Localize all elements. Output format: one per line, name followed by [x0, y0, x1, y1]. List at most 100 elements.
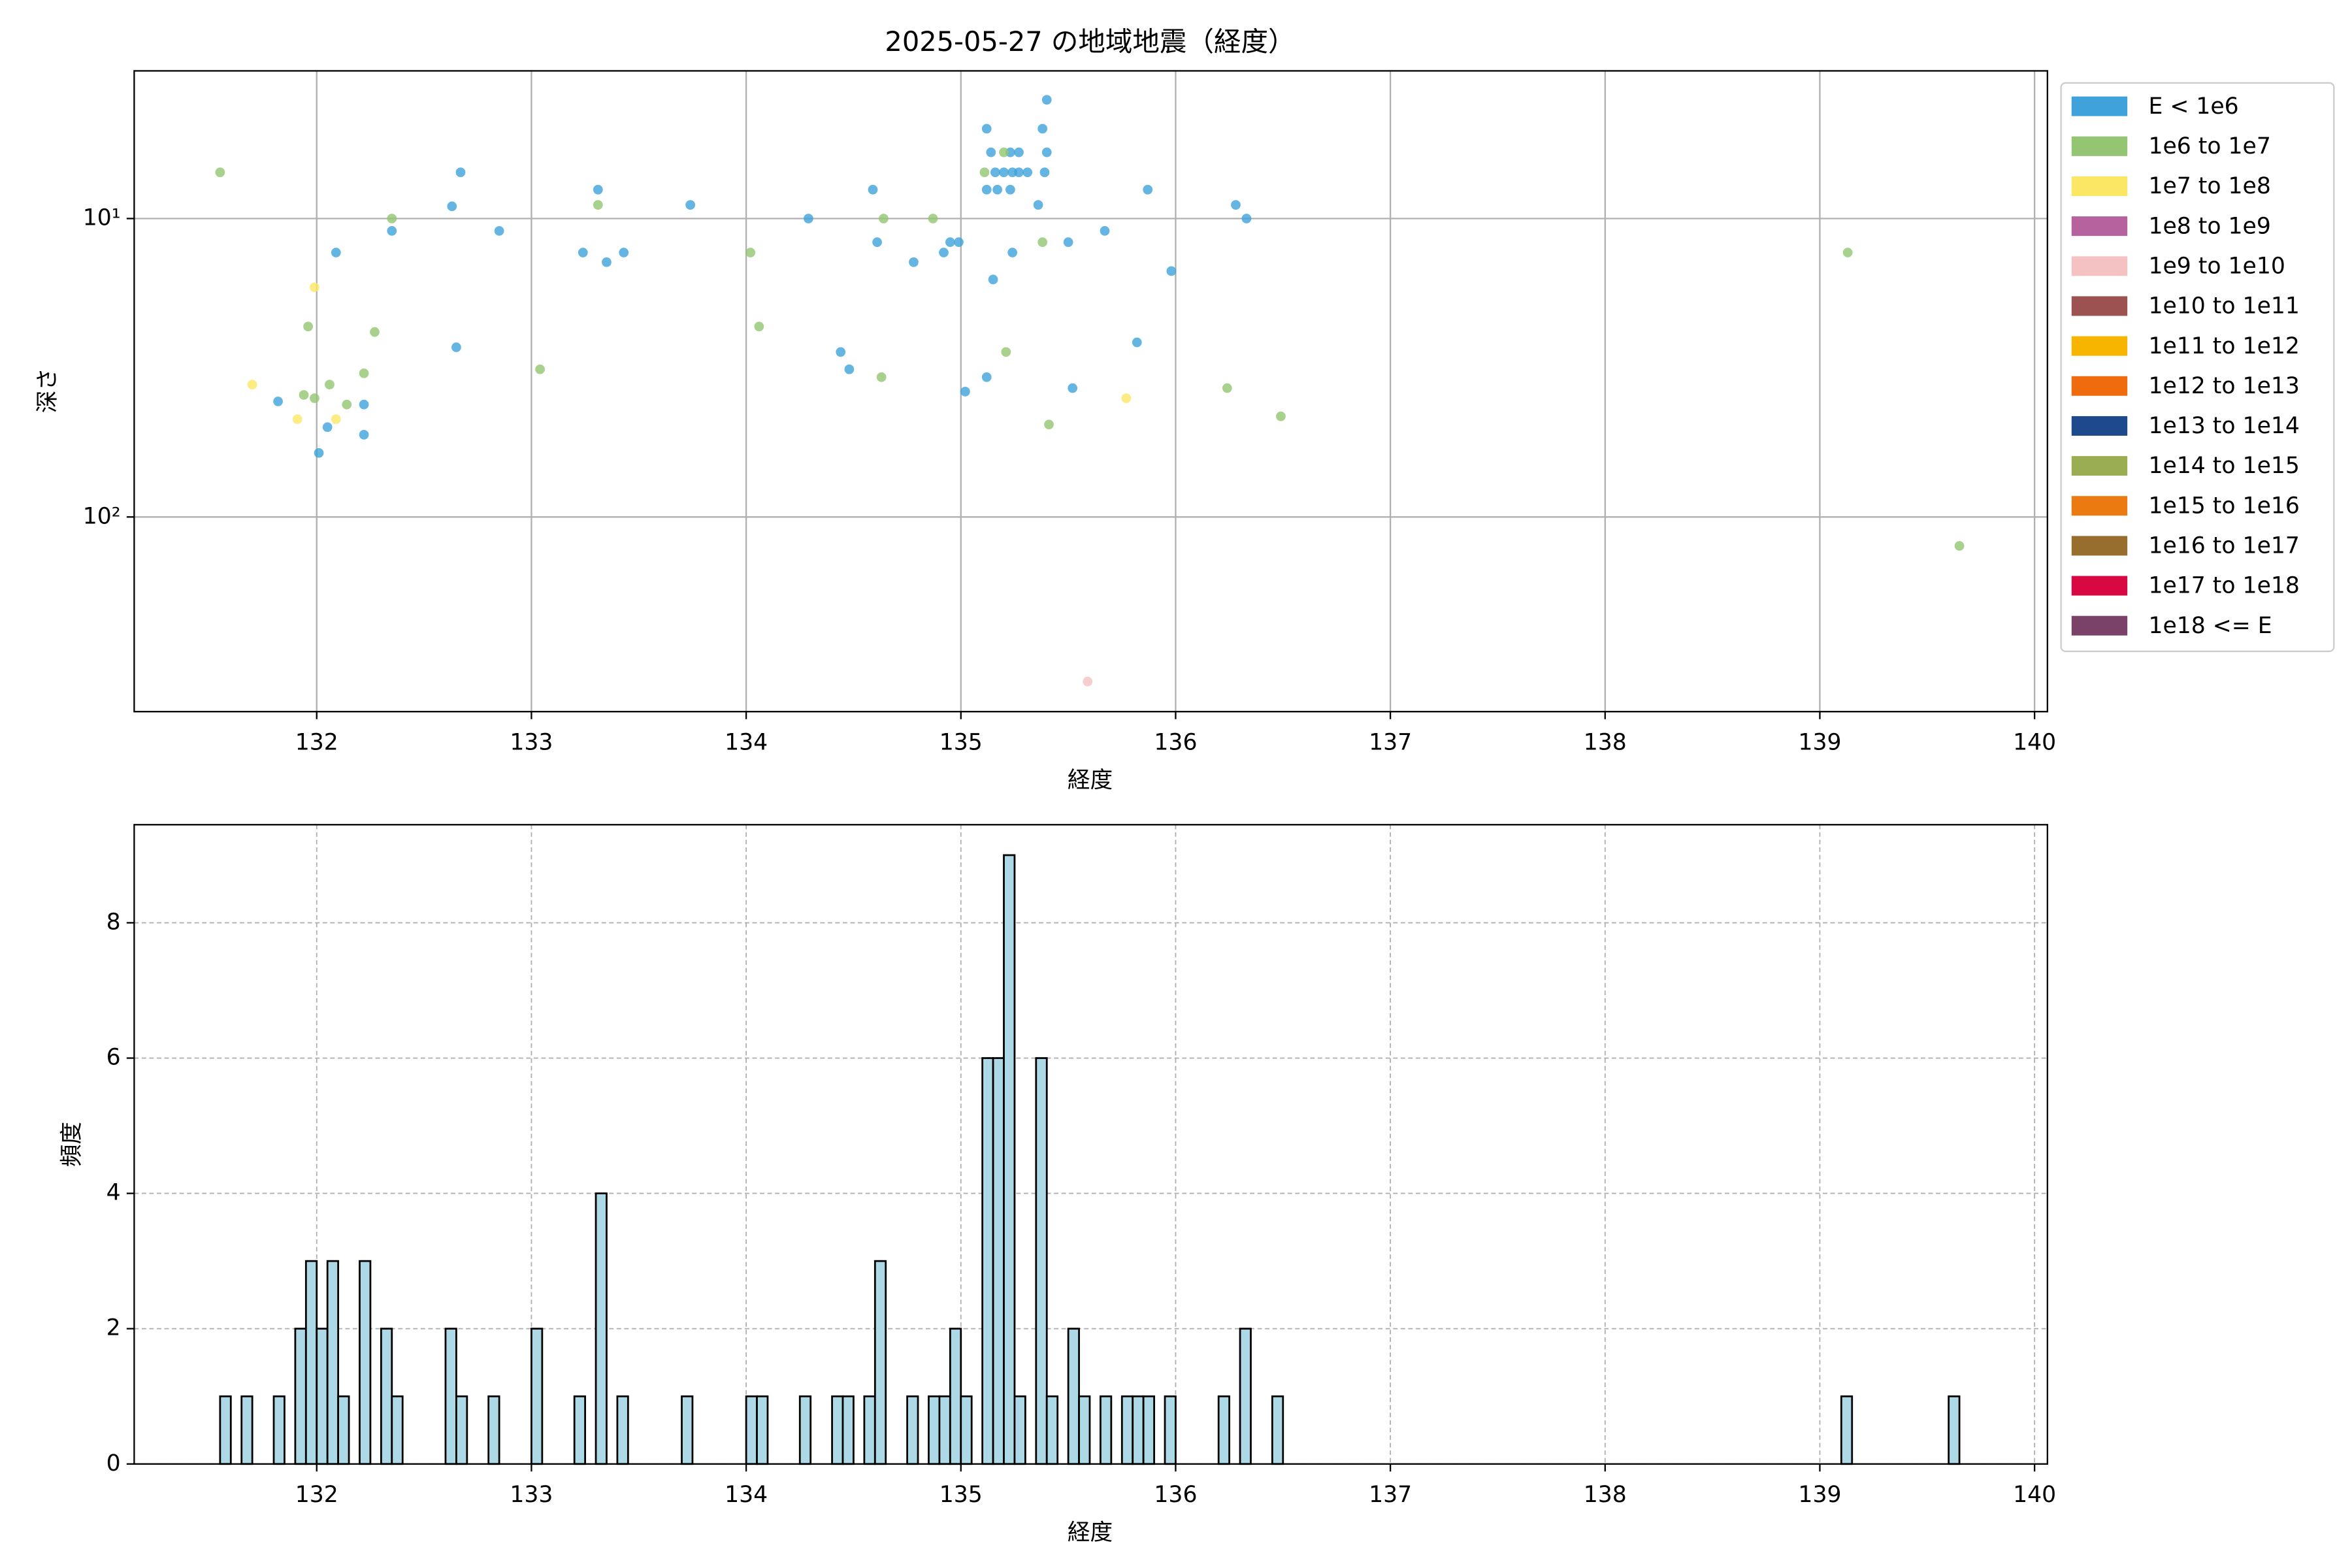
point — [387, 226, 397, 236]
point — [992, 184, 1003, 195]
legend-swatch — [2071, 376, 2128, 396]
bar — [681, 1395, 694, 1465]
x-tick-label: 140 — [2013, 1482, 2056, 1508]
point — [1241, 214, 1252, 223]
legend-label: 1e17 to 1e18 — [2148, 573, 2299, 599]
bar — [1239, 1328, 1252, 1465]
point — [928, 214, 938, 223]
plot-frame — [133, 824, 2048, 1465]
bar — [745, 1395, 758, 1465]
point — [1044, 419, 1054, 430]
x-tick-label: 139 — [1798, 730, 1841, 756]
x-tick-label: 137 — [1369, 1482, 1412, 1508]
bar — [906, 1395, 919, 1465]
bar — [863, 1395, 876, 1465]
x-tick-label: 134 — [725, 730, 768, 756]
point — [939, 248, 949, 257]
point — [1222, 383, 1232, 393]
point — [535, 364, 545, 374]
y-tick-label: 6 — [106, 1045, 121, 1071]
bar — [1132, 1395, 1145, 1465]
point — [945, 237, 955, 248]
point — [1842, 248, 1853, 257]
bar — [1271, 1395, 1284, 1465]
x-tick-label: 134 — [725, 1482, 768, 1508]
y-tick-label: 0 — [106, 1450, 121, 1477]
x-tick-label: 135 — [939, 730, 983, 756]
bar — [326, 1260, 340, 1465]
point — [215, 167, 225, 178]
legend-label: 1e7 to 1e8 — [2148, 173, 2270, 199]
point — [981, 372, 992, 382]
point — [310, 393, 319, 403]
y-tick-label: 10² — [83, 503, 121, 529]
bar — [531, 1328, 544, 1465]
bar — [1013, 1395, 1026, 1465]
legend-label: E < 1e6 — [2148, 93, 2238, 120]
point — [494, 226, 504, 236]
legend-swatch — [2071, 456, 2128, 476]
point — [879, 214, 889, 223]
point — [954, 237, 964, 248]
point — [988, 274, 998, 285]
x-tick-label: 138 — [1584, 1482, 1627, 1508]
y-tick-label: 10¹ — [83, 205, 121, 231]
bar — [219, 1395, 232, 1465]
bar — [960, 1395, 973, 1465]
bar — [1948, 1395, 1961, 1465]
point — [1063, 237, 1073, 248]
y-tick-label: 4 — [106, 1180, 121, 1206]
point — [299, 390, 309, 400]
bar — [573, 1395, 586, 1465]
point — [999, 147, 1009, 157]
point — [447, 201, 457, 212]
point — [999, 167, 1009, 178]
legend-label: 1e16 to 1e17 — [2148, 533, 2299, 559]
legend-swatch — [2071, 216, 2128, 237]
bar — [337, 1395, 350, 1465]
point — [981, 184, 992, 195]
y-axis-label: 頻度 — [59, 1122, 85, 1167]
point — [359, 368, 369, 378]
legend-swatch — [2071, 176, 2128, 196]
point — [331, 248, 341, 257]
point — [1121, 393, 1132, 403]
point — [359, 399, 369, 410]
point — [754, 321, 764, 332]
bar — [487, 1395, 500, 1465]
point — [745, 248, 756, 257]
point — [1022, 167, 1033, 178]
bar — [756, 1395, 769, 1465]
bar — [294, 1328, 307, 1465]
point — [1954, 541, 1965, 551]
bar — [359, 1260, 372, 1465]
bar — [316, 1328, 329, 1465]
x-axis-label: 経度 — [1068, 1520, 1113, 1546]
point — [685, 200, 696, 210]
point — [1037, 123, 1048, 134]
point — [1007, 248, 1018, 257]
legend-label: 1e11 to 1e12 — [2148, 333, 2299, 359]
x-tick-label: 136 — [1154, 730, 1197, 756]
legend-label: 1e6 to 1e7 — [2148, 133, 2270, 159]
point — [1014, 147, 1024, 157]
bar — [240, 1395, 253, 1465]
bar — [928, 1395, 941, 1465]
bar — [1100, 1395, 1113, 1465]
bar — [391, 1395, 404, 1465]
bar — [1164, 1395, 1177, 1465]
x-tick-label: 133 — [510, 730, 553, 756]
bar — [1840, 1395, 1854, 1465]
bar — [616, 1395, 629, 1465]
legend-swatch — [2071, 136, 2128, 156]
legend-box — [2060, 82, 2335, 653]
legend-swatch — [2071, 615, 2128, 636]
point — [1041, 147, 1052, 157]
legend-swatch — [2071, 496, 2128, 516]
point — [602, 257, 612, 267]
x-tick-label: 139 — [1798, 1482, 1841, 1508]
x-axis-label: 経度 — [1068, 767, 1113, 793]
bar — [595, 1192, 608, 1465]
bar — [272, 1395, 286, 1465]
point — [1039, 167, 1050, 178]
